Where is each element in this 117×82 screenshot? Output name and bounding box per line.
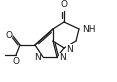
- Text: O: O: [13, 57, 20, 66]
- Text: N: N: [59, 53, 66, 62]
- Text: N: N: [34, 53, 41, 62]
- Text: NH: NH: [82, 25, 95, 34]
- Text: O: O: [5, 31, 12, 41]
- Text: N: N: [66, 45, 73, 53]
- Text: O: O: [60, 0, 68, 9]
